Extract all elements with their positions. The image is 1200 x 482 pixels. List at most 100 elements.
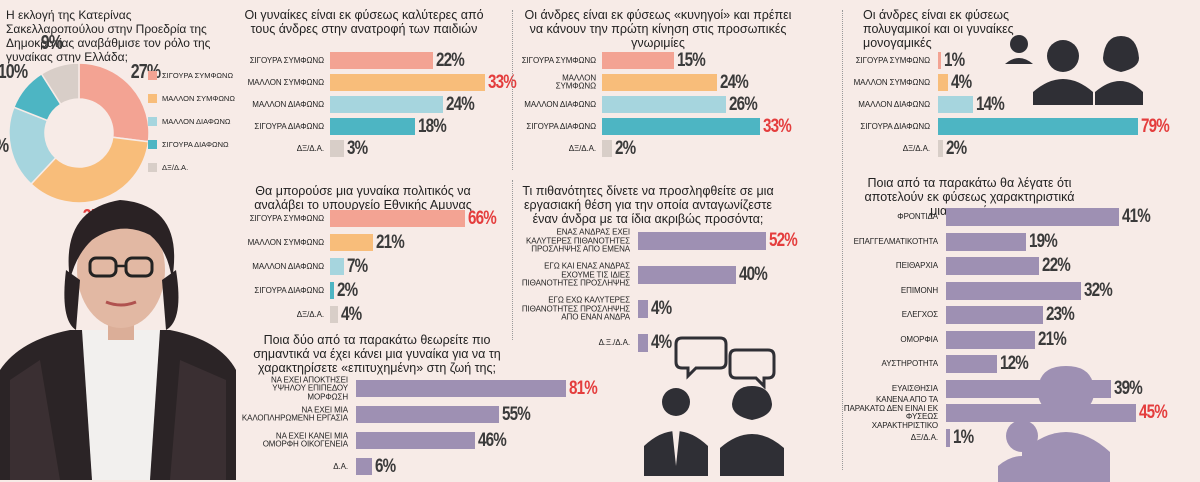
c2-value: 33% [488, 71, 517, 93]
c7-value: 55% [501, 403, 531, 425]
c5-bar [330, 306, 339, 323]
c8-bar [946, 330, 1035, 349]
pie-legend-label: ΣΙΓΟΥΡΑ ΔΙΑΦΩΝΩ [162, 140, 229, 149]
c3-value: 33% [763, 115, 792, 137]
c8-bar [946, 208, 1120, 226]
pie-legend-swatch [148, 140, 157, 149]
c5-bar [330, 258, 345, 275]
c2-value: 3% [347, 137, 368, 159]
c6-label: ΕΓΩ ΕΧΩ ΚΑΛΥΤΕΡΕΣ ΠΙΘΑΝΟΤΗΤΕΣ ΠΡΟΣΛΗΨΗΣ … [521, 295, 630, 322]
c4-bar [938, 52, 941, 69]
divider-3 [842, 10, 843, 470]
pie-slice-0 [78, 62, 150, 143]
pie-legend-label: ΜΑΛΛΟΝ ΔΙΑΦΩΝΩ [162, 117, 231, 126]
c7-label: ΝΑ ΕΧΕΙ ΑΠΟΚΤΗΣΕΙ ΥΨΗΛΟΥ ΕΠΙΠΕΔΟΥ ΜΟΡΦΩΣ… [270, 374, 348, 401]
c8-bar [946, 428, 951, 447]
divider-2 [512, 180, 513, 340]
pie-legend-label: ΜΑΛΛΟΝ ΣΥΜΦΩΝΩ [162, 94, 235, 103]
c8-value: 12% [999, 353, 1029, 374]
c3-label: ΔΞ/Δ.Α. [568, 143, 596, 153]
c4-bar [938, 118, 1138, 135]
c5-label: ΣΙΓΟΥΡΑ ΣΥΜΦΩΝΩ [249, 213, 324, 223]
c5-value: 4% [341, 303, 362, 325]
c8-label: ΦΡΟΝΤΙΔΑ [897, 211, 938, 221]
c7-value: 81% [569, 377, 598, 399]
c2-value: 22% [436, 49, 465, 71]
c4-bars: ΣΙΓΟΥΡΑ ΣΥΜΦΩΝΩ 1% ΜΑΛΛΟΝ ΣΥΜΦΩΝΩ 4% ΜΑΛΛΟΝ … [850, 49, 1190, 167]
c7-label: Δ.Α. [333, 461, 348, 471]
c5-bar [330, 282, 335, 299]
c8-bars: ΦΡΟΝΤΙΔΑ 41% ΕΠΑΓΓΕΛΜΑΤΙΚΟΤΗΤΑ 19% ΠΕΙΘΑΡΧΙΑ… [840, 206, 1190, 476]
c8-value: 19% [1029, 230, 1058, 252]
c2-value: 18% [417, 115, 447, 137]
c6-label: ΕΝΑΣ ΑΝΔΡΑΣ ΕΧΕΙ ΚΑΛΥΤΕΡΕΣ ΠΙΘΑΝΟΤΗΤΕΣ Π… [526, 227, 630, 254]
c7-bar [356, 432, 476, 449]
c5-bar [330, 234, 373, 251]
c8-value: 23% [1046, 304, 1075, 325]
c2-label: ΜΑΛΛΟΝ ΔΙΑΦΩΝΩ [252, 99, 324, 109]
c4-bar [938, 140, 944, 157]
c7-label: ΝΑ ΕΧΕΙ ΜΙΑ ΚΑΛΟΠΛΗΡΩΜΕΝΗ ΕΡΓΑΣΙΑ [241, 405, 348, 423]
c8-label: ΕΛΕΓΧΟΣ [901, 309, 938, 319]
pie-chart [8, 62, 150, 204]
c8-value: 39% [1113, 377, 1143, 399]
pie-label-3: 10% [0, 60, 28, 83]
c8-bar [946, 379, 1111, 398]
c8-value: 1% [953, 426, 974, 448]
c2-bar [330, 52, 434, 69]
c5-label: ΣΙΓΟΥΡΑ ΔΙΑΦΩΝΩ [254, 285, 324, 295]
c3-bars: ΣΙΓΟΥΡΑ ΣΥΜΦΩΝΩ 15% ΜΑΛΛΟΝ ΣΥΜΦΩΝΩ 24% ΜΑΛΛΟ… [520, 50, 810, 167]
pie-legend-swatch [148, 71, 157, 80]
c7-bar [356, 458, 372, 475]
c8-value: 41% [1122, 206, 1151, 227]
c4-value: 4% [951, 71, 972, 93]
c6-bar [638, 232, 766, 250]
c5-value: 2% [337, 279, 358, 301]
c4-label: ΜΑΛΛΟΝ ΔΙΑΦΩΝΩ [858, 99, 930, 109]
pie-question: Η εκλογή της Κατερίνας Σακελλαροπούλου σ… [6, 8, 211, 64]
c8-bar [946, 232, 1027, 251]
c3-label: ΜΑΛΛΟΝ ΣΥΜΦΩΝΩ [555, 73, 596, 91]
c4-value: 79% [1141, 115, 1170, 137]
couple-icon [1005, 35, 1143, 105]
c7-bar [356, 380, 566, 397]
c4-label: ΣΙΓΟΥΡΑ ΔΙΑΦΩΝΩ [860, 121, 930, 131]
c8-label: ΔΞ/Δ.Α. [910, 432, 938, 442]
pie-slice-4 [40, 62, 80, 106]
c4-value: 2% [946, 137, 967, 159]
c7-label: ΝΑ ΕΧΕΙ ΚΑΝΕΙ ΜΙΑ ΟΜΟΡΦΗ ΟΙΚΟΓΕΝΕΙΑ [262, 431, 348, 449]
c6-value: 52% [769, 230, 798, 251]
c4-value: 1% [943, 49, 965, 71]
c2-bar [330, 118, 415, 135]
c3-value: 26% [729, 93, 758, 115]
c7-value: 6% [374, 455, 396, 477]
c6-bar [638, 300, 648, 318]
c2-label: ΣΙΓΟΥΡΑ ΣΥΜΦΩΝΩ [249, 55, 324, 65]
c2-bar [330, 74, 485, 91]
c3-bar [602, 118, 760, 135]
c4-value: 14% [976, 93, 1005, 115]
pie-legend-swatch [148, 163, 157, 172]
c7-bars: ΝΑ ΕΧΕΙ ΑΠΟΚΤΗΣΕΙ ΥΨΗΛΟΥ ΕΠΙΠΕΔΟΥ ΜΟΡΦΩΣ… [240, 375, 620, 477]
c6-label: Δ.Ξ./Δ.Α. [598, 337, 631, 347]
c5-value: 21% [375, 231, 405, 253]
c3-value: 2% [614, 137, 636, 159]
c3-value: 24% [719, 71, 749, 93]
c8-bar [946, 281, 1082, 300]
c6-value: 4% [650, 298, 672, 319]
c2-label: ΔΞ/Δ.Α. [296, 143, 324, 153]
c2-value: 24% [445, 93, 475, 115]
pie-legend-label: ΣΙΓΟΥΡΑ ΣΥΜΦΩΝΩ [162, 71, 234, 80]
c6-bar [638, 334, 648, 352]
c3-question: Οι άνδρες είναι εκ φύσεως «κυνηγοί» και … [524, 8, 792, 50]
c6-value: 4% [650, 332, 672, 353]
c4-bar [938, 96, 974, 113]
c8-bar [946, 257, 1039, 275]
man-woman-icon [644, 336, 784, 476]
c2-bar [330, 140, 345, 157]
c3-bar [602, 96, 727, 113]
c4-label: ΜΑΛΛΟΝ ΣΥΜΦΩΝΩ [853, 77, 931, 87]
pie-label-2: 19% [0, 135, 9, 158]
c8-label: ΠΕΙΘΑΡΧΙΑ [895, 260, 938, 270]
c8-label: ΕΥΑΙΣΘΗΣΙΑ [891, 383, 938, 393]
